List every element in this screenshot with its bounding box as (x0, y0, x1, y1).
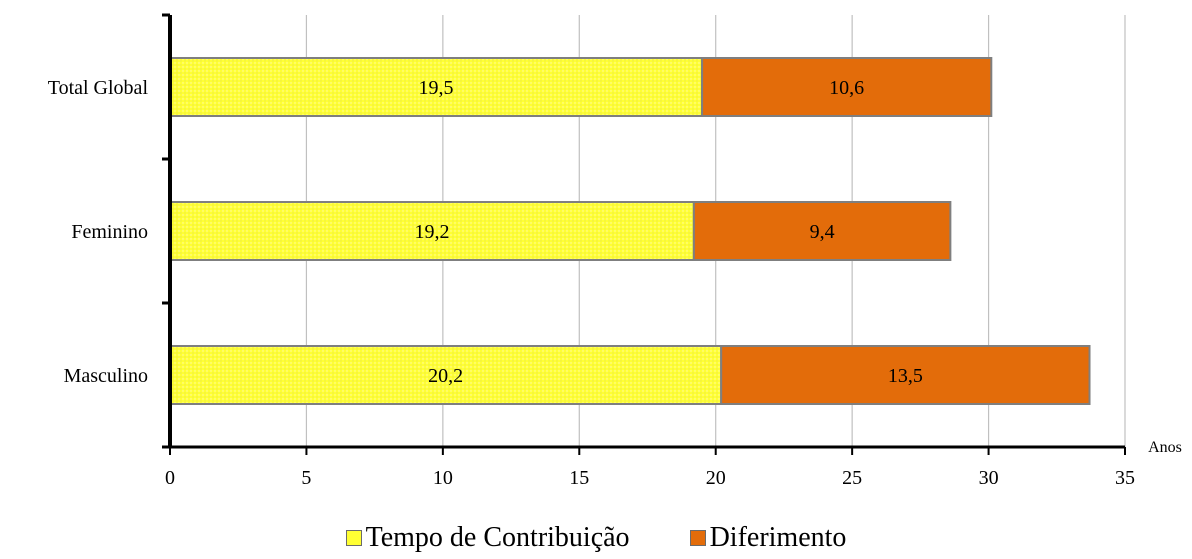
x-tick-label-25: 25 (842, 467, 862, 489)
x-tick-label-35: 35 (1115, 467, 1135, 489)
axes (162, 13, 1126, 455)
x-tick-label-20: 20 (706, 467, 726, 489)
x-axis-title: Anos (1148, 439, 1182, 456)
data-label-1-2: 13,5 (888, 365, 923, 387)
data-label-1-1: 9,4 (810, 221, 835, 243)
x-tick-label-30: 30 (979, 467, 999, 489)
legend-item-diferimento[interactable]: Diferimento (689, 522, 847, 554)
x-tick-label-15: 15 (569, 467, 589, 489)
bar-tempo-2[interactable] (169, 345, 723, 405)
legend-swatch-tempo (345, 530, 362, 546)
category-label-1: Feminino (71, 221, 148, 243)
category-label-0: Total Global (48, 77, 149, 99)
bar-tempo-1[interactable] (169, 201, 695, 261)
category-label-2: Masculino (64, 365, 148, 387)
data-label-0-1: 19,2 (414, 221, 449, 243)
labels-group: 19,5 10,6 Total Global 19,2 9,4 Feminino 20,2 1… (48, 77, 1182, 489)
bar-diferimento-1[interactable] (692, 201, 952, 261)
legend-item-tempo[interactable]: Tempo de Contribuição (345, 522, 630, 554)
x-tick-label-5: 5 (301, 467, 311, 489)
bars-group (169, 57, 1091, 405)
x-tick-label-10: 10 (433, 467, 453, 489)
bar-chart: 19,5 10,6 Total Global 19,2 9,4 Feminino 20,2 1… (48, 13, 1182, 489)
legend-swatch-diferimento (689, 530, 706, 546)
data-label-0-0: 19,5 (419, 77, 454, 99)
data-label-1-0: 10,6 (829, 77, 864, 99)
bar-diferimento-0[interactable] (701, 57, 993, 117)
bar-diferimento-2[interactable] (720, 345, 1091, 405)
legend-label-tempo: Tempo de Contribuição (365, 522, 630, 553)
data-label-0-2: 20,2 (428, 365, 463, 387)
legend: Tempo de Contribuição Diferimento (0, 522, 1192, 554)
legend-label-diferimento: Diferimento (709, 522, 847, 553)
x-tick-label-0: 0 (165, 467, 175, 489)
